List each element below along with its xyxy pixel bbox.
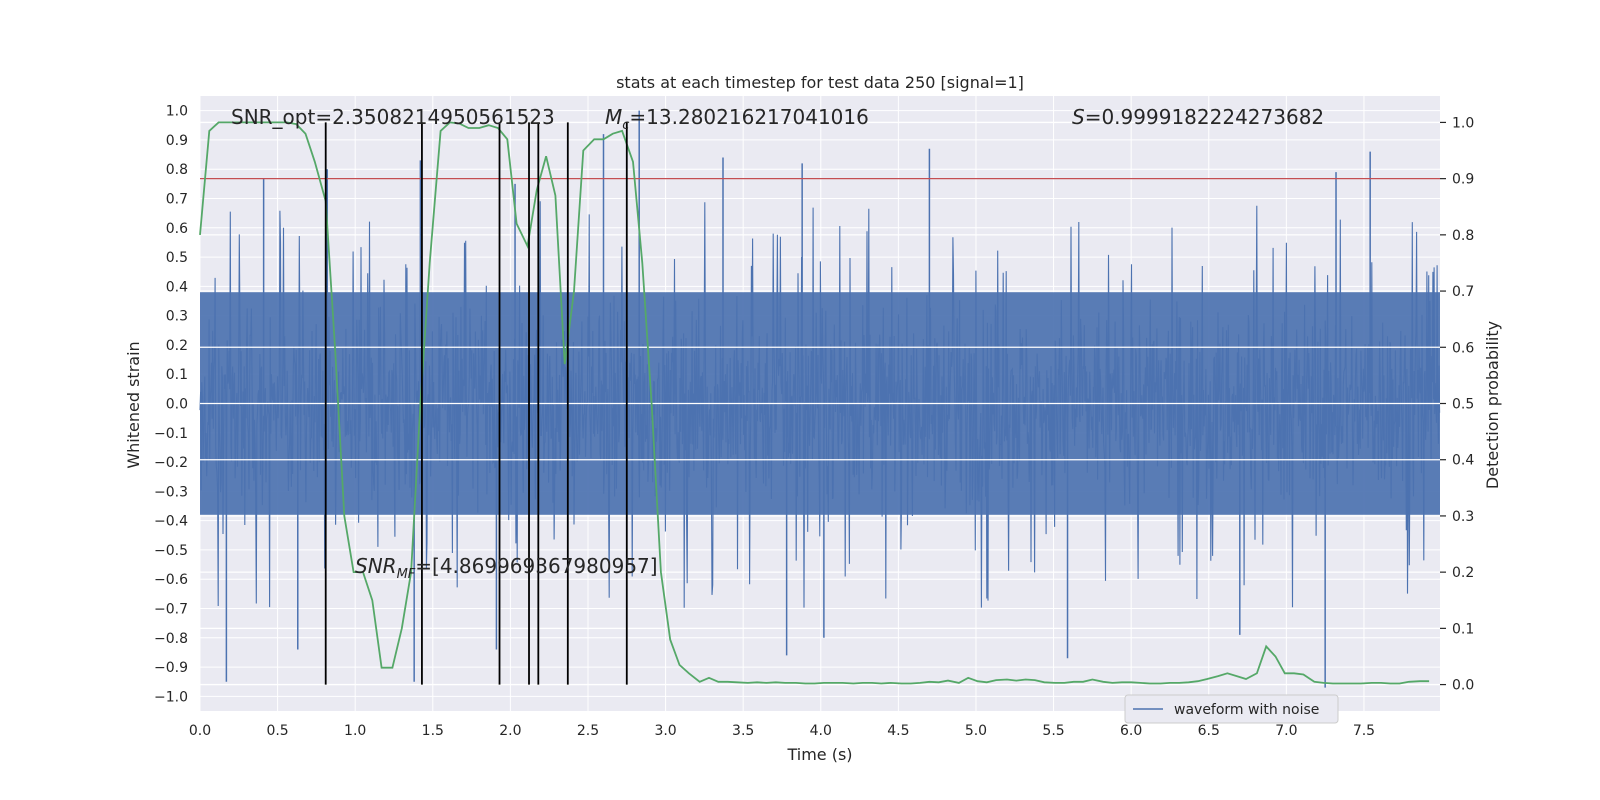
legend: waveform with noise [1124, 694, 1339, 724]
y-left-tick-label: −0.3 [154, 484, 188, 500]
y-left-tick-label: 0.2 [166, 338, 188, 354]
y-left-tick-label: 1.0 [166, 104, 188, 120]
x-tick-label: 7.0 [1275, 723, 1297, 739]
x-tick-label: 3.5 [732, 723, 754, 739]
x-tick-label: 1.0 [344, 723, 366, 739]
x-tick-label: 5.0 [965, 723, 987, 739]
s-value: =0.9999182224273682 [1085, 105, 1324, 129]
s-symbol: S [1072, 105, 1085, 129]
y-right-tick-label: 0.9 [1452, 172, 1474, 188]
x-tick-label: 3.0 [654, 723, 676, 739]
legend-box [1124, 694, 1339, 724]
y-left-tick-label: 0.0 [166, 397, 188, 413]
s-statistic-annotation: S=0.9999182224273682 [1072, 105, 1324, 129]
chirp-mass-symbol: M [605, 105, 622, 129]
x-axis-ticks: 0.0 0.5 1.0 1.5 2.0 2.5 3.0 3.5 4.0 4.5 5.0 5.5 6.0 6… [189, 723, 1375, 739]
x-tick-label: 1.5 [422, 723, 444, 739]
y-right-axis-ticks: 1.0 0.9 0.8 0.7 0.6 0.5 0.4 0.3 0.2 0.1 0.0 [1440, 115, 1474, 694]
y-left-tick-label: −0.6 [154, 572, 188, 588]
y-left-axis-label: Whitened strain [124, 341, 143, 468]
y-left-tick-label: −0.4 [154, 514, 188, 530]
y-left-tick-label: −0.1 [154, 426, 188, 442]
y-left-tick-label: 0.4 [166, 279, 188, 295]
x-tick-label: 6.5 [1198, 723, 1220, 739]
y-left-tick-label: 0.8 [166, 162, 188, 178]
x-tick-label: 4.0 [810, 723, 832, 739]
y-left-tick-label: 0.7 [166, 192, 188, 208]
y-right-tick-label: 0.6 [1452, 340, 1474, 356]
x-tick-label: 5.5 [1042, 723, 1064, 739]
snr-mf-subscript: MF [397, 567, 416, 582]
y-left-tick-label: −0.8 [154, 631, 188, 647]
y-left-tick-label: 0.6 [166, 221, 188, 237]
chirp-mass-value: =13.280216217041016 [629, 105, 868, 129]
y-left-tick-label: 0.3 [166, 309, 188, 325]
y-left-tick-label: −1.0 [154, 689, 188, 705]
y-right-tick-label: 1.0 [1452, 115, 1474, 131]
y-right-axis-label: Detection probability [1483, 321, 1502, 489]
x-tick-label: 6.0 [1120, 723, 1142, 739]
x-tick-label: 4.5 [887, 723, 909, 739]
y-left-tick-label: −0.2 [154, 455, 188, 471]
y-left-tick-label: 0.9 [166, 133, 188, 149]
detection-probability-series [199, 121, 1430, 685]
y-left-tick-label: −0.9 [154, 660, 188, 676]
y-left-tick-label: −0.7 [154, 602, 188, 618]
x-tick-label: 7.5 [1353, 723, 1375, 739]
y-right-tick-label: 0.7 [1452, 284, 1474, 300]
y-right-tick-label: 0.3 [1452, 509, 1474, 525]
y-right-tick-label: 0.0 [1452, 678, 1474, 694]
x-tick-label: 2.0 [499, 723, 521, 739]
legend-entry: waveform with noise [1174, 702, 1319, 718]
chart-title: stats at each timestep for test data 250… [616, 73, 1024, 92]
snr-mf-value: =[4.869969367980957] [415, 554, 657, 578]
y-right-tick-label: 0.2 [1452, 565, 1474, 581]
y-left-axis-ticks: 1.0 0.9 0.8 0.7 0.6 0.5 0.4 0.3 0.2 0.1 0.0 −0.1 −0.… [154, 104, 188, 706]
snr-mf-symbol: SNR [355, 554, 397, 578]
y-left-tick-label: 0.1 [166, 367, 188, 383]
chirp-mass-subscript: c [622, 118, 629, 133]
detection-marker-lines [324, 122, 628, 685]
x-tick-label: 0.0 [189, 723, 211, 739]
x-tick-label: 2.5 [577, 723, 599, 739]
y-left-tick-label: 0.5 [166, 250, 188, 266]
y-left-tick-label: −0.5 [154, 543, 188, 559]
snr-opt-annotation: SNR_opt=2.3508214950561523 [231, 105, 555, 129]
y-right-tick-label: 0.1 [1452, 621, 1474, 637]
waveform-series [199, 110, 1441, 688]
y-right-tick-label: 0.8 [1452, 228, 1474, 244]
x-axis-label: Time (s) [786, 745, 852, 764]
y-right-tick-label: 0.4 [1452, 453, 1474, 469]
chirp-mass-annotation: Mc=13.280216217041016 [605, 105, 869, 133]
y-right-tick-label: 0.5 [1452, 397, 1474, 413]
x-tick-label: 0.5 [266, 723, 288, 739]
snr-mf-annotation: SNRMF=[4.869969367980957] [355, 554, 658, 582]
detection-probability-line [199, 121, 1430, 685]
